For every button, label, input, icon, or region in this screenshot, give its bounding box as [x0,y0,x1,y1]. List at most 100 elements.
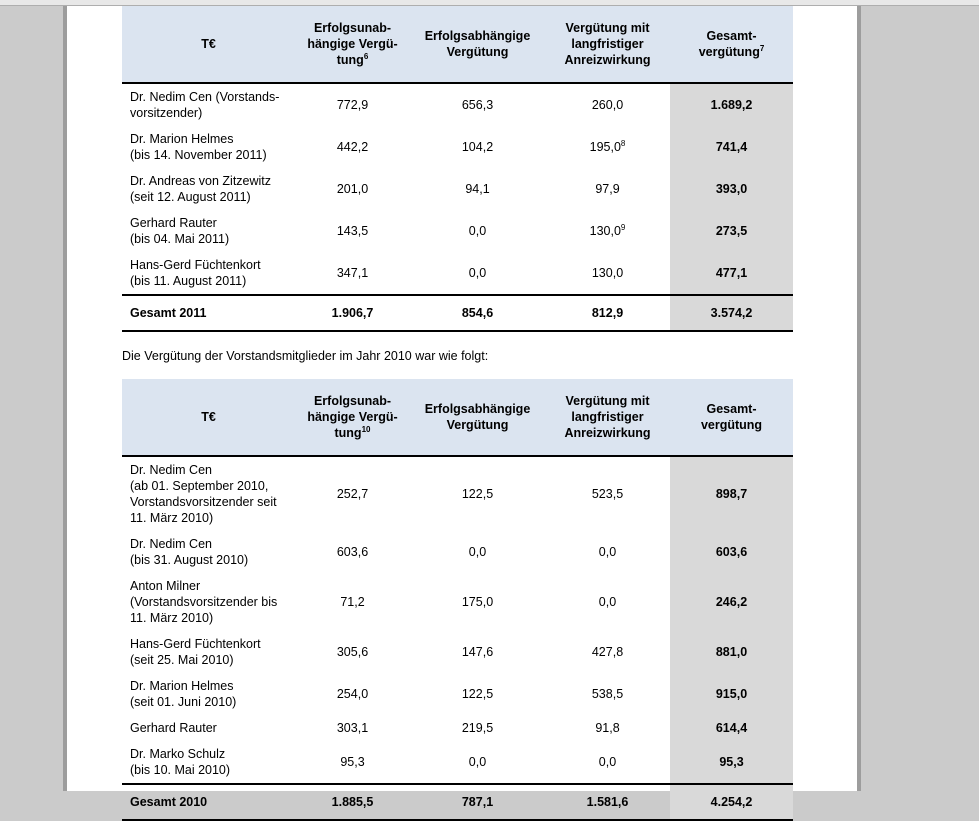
value: 95,3 [340,755,365,769]
table-row: Dr. Nedim Cen (Vorstands-vorsitzender) 77… [122,83,793,126]
column-header: Erfolgsabhängige Vergütung [410,6,545,84]
value: 0,0 [468,545,487,559]
value: 0,0 [598,755,617,769]
total-sum-value: 787,1 [410,783,545,821]
value: 0,0 [468,755,487,769]
member-name: Dr. Marion Helmes (bis 14. November 2011) [130,132,267,162]
value: 97,9 [595,182,620,196]
value: 603,6 [336,545,369,559]
total-sum-value: 1.906,7 [295,294,410,332]
member-name: Dr. Nedim Cen (Vorstands-vorsitzender) [130,90,280,120]
member-name: Dr. Andreas von Zitzewitz (seit 12. Augus… [130,174,272,204]
value: 305,6 [336,645,369,659]
total-value: 477,1 [670,252,793,295]
value: 71,2 [340,595,365,609]
total-label: Gesamt 2011 [122,294,295,332]
total-value: 881,0 [670,631,793,673]
total-value: 603,6 [670,531,793,573]
compensation-table-2011: T€ Erfolgsunab-hängige Vergü-tung6 Erfolgs… [122,6,793,332]
document-page: T€ Erfolgsunab-hängige Vergü-tung6 Erfolgs… [63,6,861,821]
table-row: Dr. Marion Helmes (seit 01. Juni 2010) 254… [122,673,793,715]
value: 122,5 [461,687,494,701]
total-sum-value: 1.885,5 [295,783,410,821]
total-value: 95,3 [670,741,793,784]
total-sum-value: 812,9 [545,294,670,332]
column-header: Gesamt-vergütung [670,379,793,457]
table-row: Dr. Marion Helmes (bis 14. November 2011)… [122,126,793,168]
total-value: 898,7 [670,456,793,531]
table-row: Dr. Marko Schulz (bis 10. Mai 2010) 95,3 0,… [122,741,793,784]
total-value: 246,2 [670,573,793,631]
unit-header: T€ [122,6,295,84]
value: 219,5 [461,721,494,735]
value: 143,5 [336,224,369,238]
column-header: Erfolgsunab-hängige Vergü-tung6 [295,6,410,84]
value: 0,0 [598,595,617,609]
header-row: T€ Erfolgsunab-hängige Vergü-tung6 Erfolgs… [122,6,793,84]
viewer-top-edge [0,0,979,6]
table-row: Hans-Gerd Füchtenkort (bis 11. August 201… [122,252,793,295]
value: 175,0 [461,595,494,609]
table-row: Gerhard Rauter 303,1 219,5 91,8 614,4 [122,715,793,741]
value: 656,3 [461,98,494,112]
value: 0,0 [598,545,617,559]
member-name: Dr. Nedim Cen (ab 01. September 2010, Vors… [130,463,277,525]
total-sum-value: 4.254,2 [670,783,793,821]
value: 303,1 [336,721,369,735]
page-content: T€ Erfolgsunab-hängige Vergü-tung6 Erfolgs… [67,6,857,821]
total-row: Gesamt 2011 1.906,7 854,6 812,9 3.574,2 [122,294,793,332]
header-row: T€ Erfolgsunab-hängige Vergü-tung10 Erfolg… [122,379,793,457]
value: 130,09 [589,222,626,238]
total-sum-value: 854,6 [410,294,545,332]
value: 147,6 [461,645,494,659]
column-header: Vergütung mit langfristiger Anreizwirkung [545,379,670,457]
value: 130,0 [591,266,624,280]
table-row: Anton Milner (Vorstandsvorsitzender bis 11… [122,573,793,631]
total-value: 741,4 [670,126,793,168]
unit-header: T€ [122,379,295,457]
total-row: Gesamt 2010 1.885,5 787,1 1.581,6 4.254,2 [122,783,793,821]
member-name: Hans-Gerd Füchtenkort (seit 25. Mai 2010) [130,637,261,667]
total-sum-value: 3.574,2 [670,294,793,332]
intro-text-2010: Die Vergütung der Vorstandsmitglieder im… [122,349,489,363]
column-header: Erfolgsabhängige Vergütung [410,379,545,457]
member-name: Gerhard Rauter [130,721,217,735]
total-value: 915,0 [670,673,793,715]
member-name: Dr. Marion Helmes (seit 01. Juni 2010) [130,679,237,709]
value: 254,0 [336,687,369,701]
value: 201,0 [336,182,369,196]
table-row: Gerhard Rauter (bis 04. Mai 2011) 143,5 0,0… [122,210,793,252]
value: 442,2 [336,140,369,154]
total-value: 393,0 [670,168,793,210]
value: 0,0 [468,266,487,280]
value: 252,7 [336,487,369,501]
total-value: 273,5 [670,210,793,252]
value: 0,0 [468,224,487,238]
member-name: Hans-Gerd Füchtenkort (bis 11. August 201… [130,258,261,288]
total-value: 1.689,2 [670,83,793,126]
value: 94,1 [465,182,490,196]
table-row: Dr. Andreas von Zitzewitz (seit 12. Augus… [122,168,793,210]
column-header: Erfolgsunab-hängige Vergü-tung10 [295,379,410,457]
value: 195,08 [589,138,626,154]
total-value: 614,4 [670,715,793,741]
value: 538,5 [591,687,624,701]
member-name: Dr. Marko Schulz (bis 10. Mai 2010) [130,747,231,777]
member-name: Dr. Nedim Cen (bis 31. August 2010) [130,537,249,567]
total-label: Gesamt 2010 [122,783,295,821]
compensation-table-2010: T€ Erfolgsunab-hängige Vergü-tung10 Erfolg… [122,379,793,821]
value: 104,2 [461,140,494,154]
value: 347,1 [336,266,369,280]
table-row: Dr. Nedim Cen (ab 01. September 2010, Vors… [122,456,793,531]
column-header: Gesamt-vergütung7 [670,6,793,84]
value: 427,8 [591,645,624,659]
value: 523,5 [591,487,624,501]
value: 91,8 [595,721,620,735]
value: 772,9 [336,98,369,112]
table-row: Dr. Nedim Cen (bis 31. August 2010) 603,6 0… [122,531,793,573]
value: 122,5 [461,487,494,501]
column-header: Vergütung mit langfristiger Anreizwirkung [545,6,670,84]
member-name: Gerhard Rauter (bis 04. Mai 2011) [130,216,230,246]
table-row: Hans-Gerd Füchtenkort (seit 25. Mai 2010)… [122,631,793,673]
